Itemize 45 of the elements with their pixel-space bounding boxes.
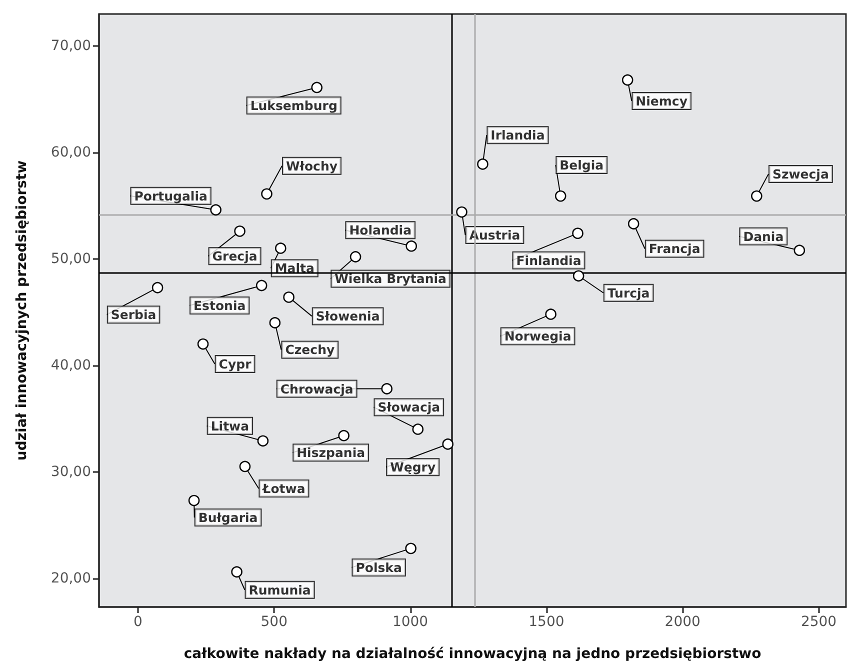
x-tick-label: 1500 bbox=[528, 614, 564, 630]
annotation: Węgry bbox=[390, 460, 436, 475]
annotation: Włochy bbox=[286, 158, 338, 174]
x-tick-label: 500 bbox=[260, 614, 288, 630]
annotation: Austria bbox=[469, 228, 520, 243]
y-tick-label: 60,00 bbox=[50, 144, 91, 160]
annotation: Norwegia bbox=[504, 328, 572, 344]
x-tick-label: 1000 bbox=[392, 614, 428, 630]
annotation: Irlandia bbox=[490, 128, 545, 143]
annotation: Litwa bbox=[210, 418, 250, 434]
annotation: Czechy bbox=[285, 342, 335, 358]
annotation: Grecja bbox=[212, 248, 258, 264]
y-tick-label: 70,00 bbox=[50, 38, 91, 54]
y-axis-title: udział innowacyjnych przedsiębiorstw bbox=[14, 160, 30, 461]
annotation: Bułgaria bbox=[198, 510, 258, 526]
annotation: Estonia bbox=[193, 298, 246, 313]
y-tick-label: 30,00 bbox=[50, 464, 91, 480]
x-tick-label: 2500 bbox=[800, 614, 837, 630]
x-tick-label: 2000 bbox=[664, 614, 700, 630]
annotation: Serbia bbox=[110, 307, 156, 322]
annotation: Łotwa bbox=[262, 480, 306, 496]
annotation: Chrowacja bbox=[280, 381, 354, 396]
annotation: Wielka Brytania bbox=[334, 271, 446, 286]
annotation: Holandia bbox=[349, 222, 412, 238]
annotation: Turcja bbox=[607, 285, 650, 300]
annotation: Polska bbox=[356, 560, 402, 575]
annotation: Belgia bbox=[560, 158, 604, 173]
annotation: Malta bbox=[274, 260, 314, 276]
y-tick-label: 50,00 bbox=[50, 250, 91, 267]
y-tick-label: 40,00 bbox=[50, 357, 91, 374]
annotation: Cypr bbox=[218, 356, 252, 372]
annotation: Słowenia bbox=[316, 308, 380, 324]
y-tick-label: 20,00 bbox=[50, 570, 91, 586]
annotation: Hiszpania bbox=[296, 445, 366, 460]
annotation: Luksemburg bbox=[250, 98, 338, 113]
annotation: Słowacja bbox=[378, 400, 440, 415]
annotation: Portugalia bbox=[134, 188, 208, 204]
annotation: Francja bbox=[648, 241, 700, 256]
annotation: Rumunia bbox=[248, 582, 311, 598]
annotation: Finlandia bbox=[516, 252, 582, 268]
annotation: Dania bbox=[743, 228, 784, 244]
annotation: Szwecja bbox=[772, 166, 829, 182]
x-axis-title: całkowite nakłady na działalność innowacyjną na jedno przedsiębiorstwo bbox=[184, 646, 762, 662]
x-tick-label: 0 bbox=[133, 614, 142, 630]
annotation: Niemcy bbox=[636, 94, 688, 109]
